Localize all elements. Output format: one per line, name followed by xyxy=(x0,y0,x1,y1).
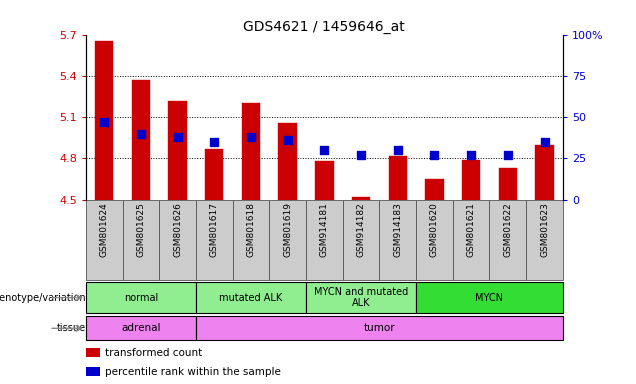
Bar xyxy=(123,200,159,280)
Text: GSM801617: GSM801617 xyxy=(210,202,219,257)
Bar xyxy=(196,200,233,280)
Bar xyxy=(205,149,223,200)
Text: tumor: tumor xyxy=(364,323,395,333)
Bar xyxy=(416,282,563,313)
Text: GSM801621: GSM801621 xyxy=(467,202,476,257)
Point xyxy=(282,137,293,143)
Point xyxy=(502,152,513,158)
Point xyxy=(172,134,183,140)
Bar xyxy=(315,161,333,200)
Text: genotype/variation: genotype/variation xyxy=(0,293,86,303)
Text: MYCN and mutated
ALK: MYCN and mutated ALK xyxy=(314,287,408,308)
Point xyxy=(429,152,439,158)
Title: GDS4621 / 1459646_at: GDS4621 / 1459646_at xyxy=(244,20,405,33)
Bar xyxy=(352,197,370,200)
Text: GSM801620: GSM801620 xyxy=(430,202,439,257)
Bar xyxy=(416,200,453,280)
Bar xyxy=(86,367,100,376)
Point xyxy=(392,147,403,153)
Point xyxy=(356,152,366,158)
Bar xyxy=(269,200,306,280)
Bar xyxy=(196,282,306,313)
Bar xyxy=(196,316,563,340)
Text: transformed count: transformed count xyxy=(105,348,202,358)
Point xyxy=(209,139,219,145)
Bar xyxy=(242,103,260,200)
Bar xyxy=(462,160,480,200)
Bar xyxy=(86,200,123,280)
Point xyxy=(319,147,329,153)
Bar xyxy=(159,200,196,280)
Bar xyxy=(86,316,196,340)
Text: GSM801618: GSM801618 xyxy=(247,202,256,257)
Bar xyxy=(526,200,563,280)
Text: mutated ALK: mutated ALK xyxy=(219,293,282,303)
Text: GSM801626: GSM801626 xyxy=(173,202,182,257)
Point xyxy=(99,119,109,125)
Text: normal: normal xyxy=(124,293,158,303)
Text: GSM801623: GSM801623 xyxy=(540,202,549,257)
Bar xyxy=(86,348,100,357)
Text: GSM801622: GSM801622 xyxy=(503,202,513,257)
Bar xyxy=(536,145,554,200)
Point xyxy=(539,139,550,145)
Bar xyxy=(169,101,187,200)
Bar xyxy=(86,282,196,313)
Bar xyxy=(389,156,407,200)
Bar xyxy=(306,282,416,313)
Bar xyxy=(343,200,380,280)
Point xyxy=(136,131,146,137)
Bar xyxy=(132,80,150,200)
Bar xyxy=(306,200,343,280)
Text: percentile rank within the sample: percentile rank within the sample xyxy=(105,367,281,377)
Point xyxy=(246,134,256,140)
Bar xyxy=(499,168,517,200)
Bar xyxy=(380,200,416,280)
Text: tissue: tissue xyxy=(57,323,86,333)
Bar xyxy=(233,200,269,280)
Text: GSM914181: GSM914181 xyxy=(320,202,329,257)
Text: adrenal: adrenal xyxy=(121,323,161,333)
Text: GSM914182: GSM914182 xyxy=(357,202,366,257)
Bar xyxy=(490,200,526,280)
Text: GSM801619: GSM801619 xyxy=(283,202,292,257)
Bar xyxy=(95,41,113,200)
Bar xyxy=(453,200,490,280)
Text: GSM801624: GSM801624 xyxy=(100,202,109,257)
Bar xyxy=(279,122,297,200)
Text: GSM914183: GSM914183 xyxy=(393,202,402,257)
Point xyxy=(466,152,476,158)
Text: MYCN: MYCN xyxy=(476,293,504,303)
Bar xyxy=(425,179,444,200)
Text: GSM801625: GSM801625 xyxy=(136,202,146,257)
